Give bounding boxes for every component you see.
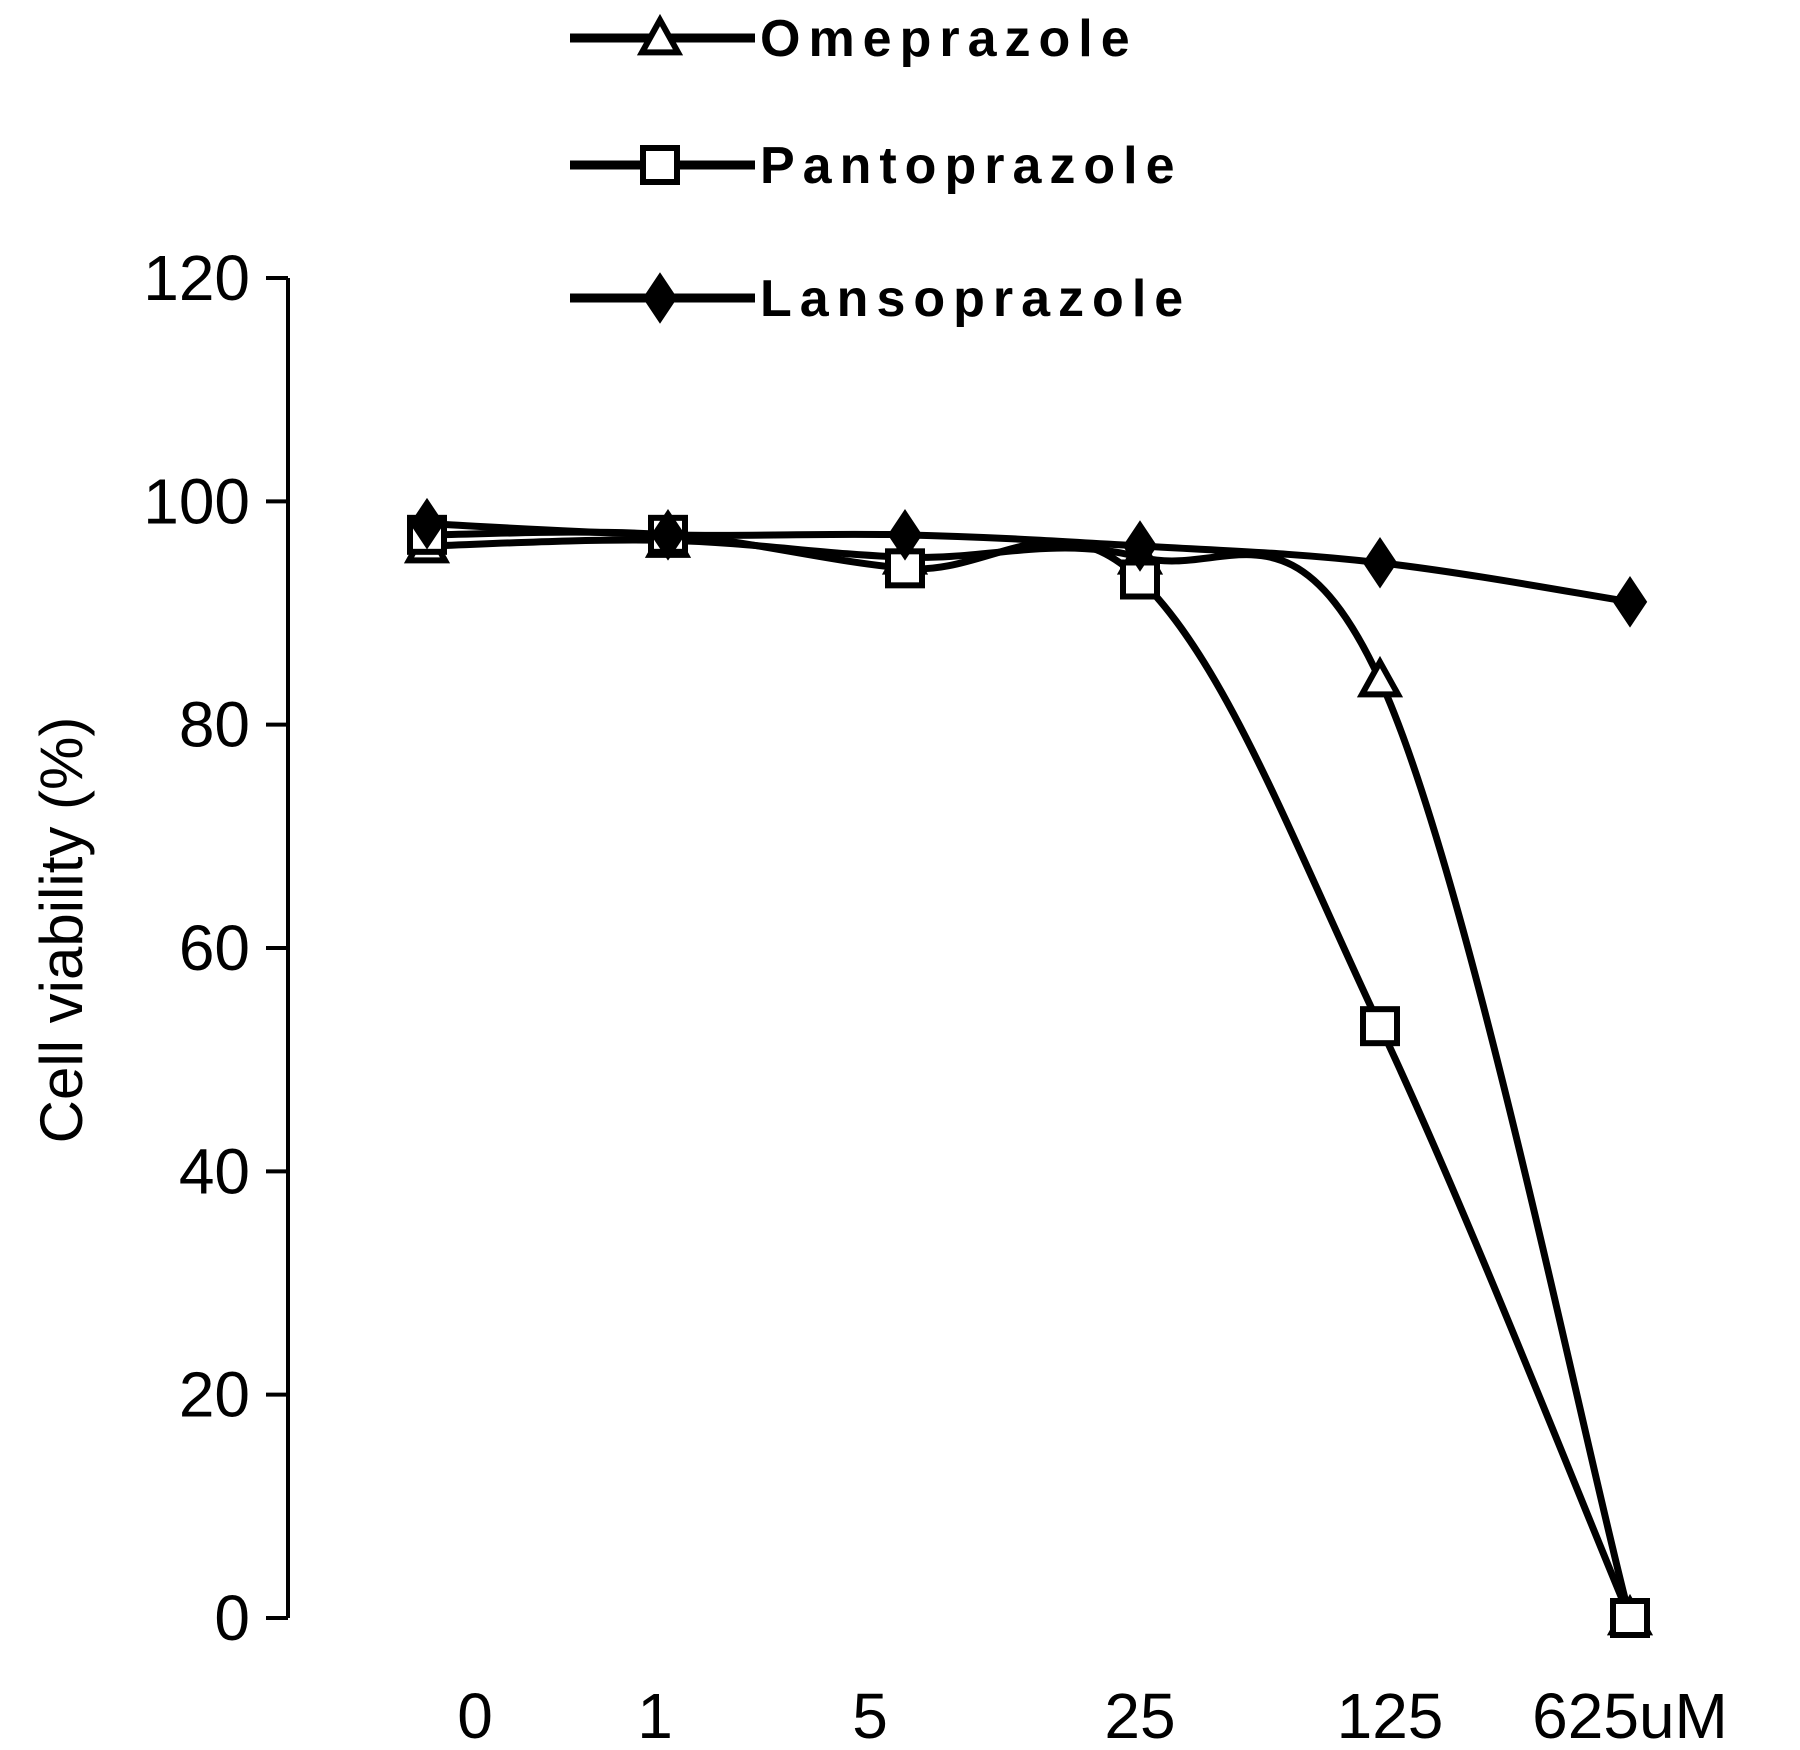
y-axis-title: Cell viability (%)	[28, 717, 95, 1144]
y-tick-label: 40	[179, 1135, 250, 1207]
y-tick-label: 100	[143, 465, 250, 537]
y-tick-label: 80	[179, 689, 250, 761]
diamond-marker	[1122, 520, 1158, 572]
legend-label: Pantoprazole	[760, 137, 1183, 195]
legend-square-marker	[640, 145, 680, 185]
series-line-pantoprazole	[423, 528, 1634, 1622]
diamond-marker	[409, 497, 445, 550]
triangle-marker	[1356, 655, 1404, 698]
legend-triangle-marker	[636, 13, 684, 56]
y-tick-label: 0	[214, 1582, 250, 1654]
x-tick-label: 5	[852, 1680, 888, 1750]
y-ticks: 0 20 40 60 80 100 120	[143, 242, 288, 1654]
y-tick-label: 20	[179, 1359, 250, 1431]
x-tick-label: 1	[637, 1680, 673, 1750]
series-group	[403, 497, 1654, 1638]
legend-label: Lansoprazole	[760, 270, 1191, 328]
axes: 0 20 40 60 80 100 120 0 1 5 25 125 625uM Cell viabi…	[28, 242, 1728, 1750]
legend-label: Omeprazole	[760, 10, 1138, 68]
x-tick-label: 625uM	[1532, 1680, 1728, 1750]
diamond-marker	[1362, 536, 1398, 589]
square-marker	[1360, 1006, 1400, 1047]
x-tick-label: 125	[1337, 1680, 1444, 1750]
x-tick-label: 0	[457, 1680, 493, 1750]
square-marker	[1610, 1598, 1650, 1638]
series-line-omeprazole	[423, 536, 1634, 1622]
y-tick-label: 60	[179, 912, 250, 984]
y-tick-label: 120	[143, 242, 250, 314]
legend: Omeprazole Pantoprazole Lansoprazole	[570, 10, 1191, 328]
x-tick-label: 25	[1104, 1680, 1175, 1750]
diamond-marker	[887, 509, 923, 561]
diamond-marker	[1612, 576, 1648, 628]
legend-diamond-marker	[642, 272, 678, 324]
x-ticks: 0 1 5 25 125 625uM	[457, 1680, 1728, 1750]
diamond-marker	[650, 509, 686, 561]
series-line-lansoprazole	[423, 520, 1634, 606]
